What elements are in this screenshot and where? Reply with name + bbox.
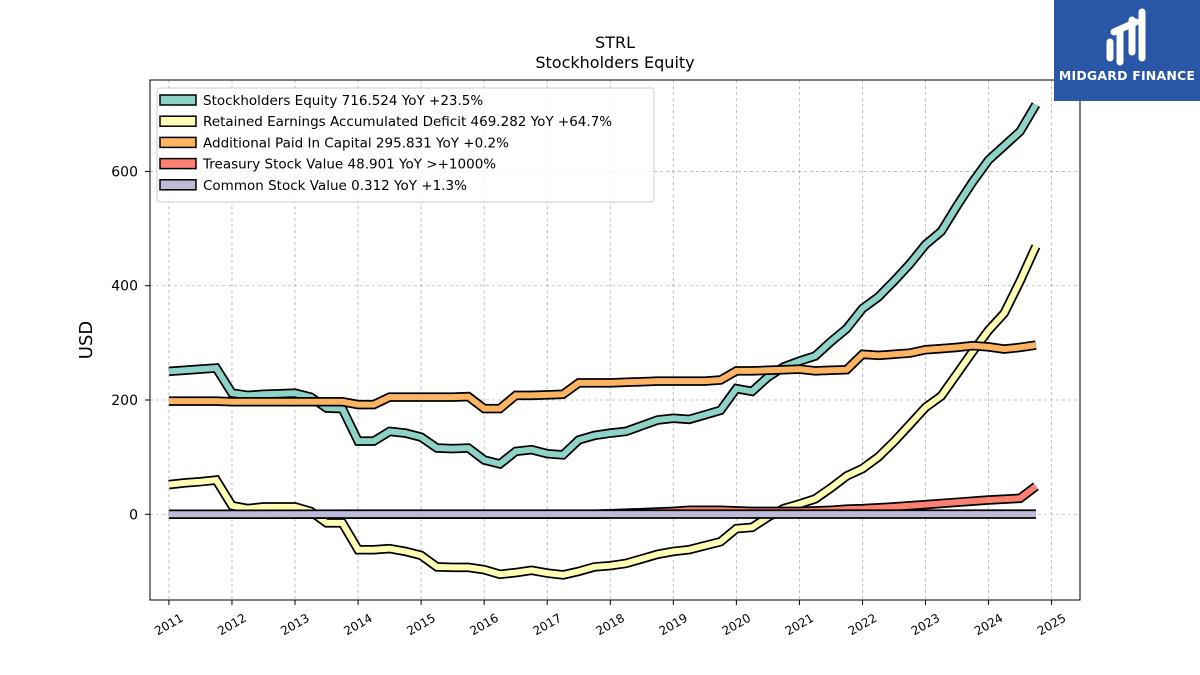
legend-swatch (159, 157, 197, 170)
series-layer (168, 102, 1041, 580)
legend-label: Additional Paid In Capital 295.831 YoY +… (203, 135, 509, 151)
x-tick-label: 2020 (720, 611, 753, 638)
midgard-logo-icon (1106, 8, 1146, 66)
x-tick-label: 2012 (215, 611, 248, 638)
chart-subtitle: Stockholders Equity (535, 53, 694, 72)
brand-name: MIDGARD FINANCE (1058, 68, 1196, 83)
legend-label: Retained Earnings Accumulated Deficit 46… (203, 114, 612, 130)
y-axis-title: USD (76, 321, 97, 359)
x-tick-label: 2019 (657, 611, 690, 638)
legend-swatch (159, 115, 197, 127)
legend-label: Common Stock Value 0.312 YoY +1.3% (203, 178, 467, 194)
series-line (168, 340, 1037, 414)
x-tick-label: 2014 (341, 611, 374, 638)
x-tick-label: 2018 (594, 611, 627, 638)
legend-box (156, 87, 655, 203)
legend-swatch (159, 94, 197, 106)
x-tick-label: 2025 (1035, 611, 1068, 638)
y-tick-label: 400 (111, 279, 138, 295)
legend-swatch (159, 179, 197, 191)
legend-label: Stockholders Equity 716.524 YoY +23.5% (203, 93, 483, 109)
x-tick-label: 2015 (404, 611, 437, 638)
y-tick-label: 200 (111, 393, 138, 409)
chart-title: STRL (595, 33, 635, 52)
legend-label: Treasury Stock Value 48.901 YoY >+1000% (202, 157, 496, 173)
x-tick-label: 2021 (783, 611, 816, 638)
legend-swatch (159, 136, 197, 149)
legend: Stockholders Equity 716.524 YoY +23.5% Re… (156, 87, 655, 203)
x-tick-label: 2023 (909, 611, 942, 638)
x-tick-label: 2016 (467, 611, 500, 638)
y-tick-label: 600 (111, 164, 138, 180)
brand-logo: MIDGARD FINANCE (1054, 0, 1200, 101)
y-tick-label: 0 (129, 507, 138, 523)
x-tick-label: 2022 (846, 611, 879, 638)
x-tick-label: 2011 (152, 611, 185, 638)
plot-frame (149, 79, 1081, 601)
x-tick-label: 2024 (972, 611, 1005, 638)
x-tick-label: 2013 (278, 611, 311, 638)
series-line-fill (168, 342, 1037, 412)
x-tick-label: 2017 (530, 611, 563, 638)
